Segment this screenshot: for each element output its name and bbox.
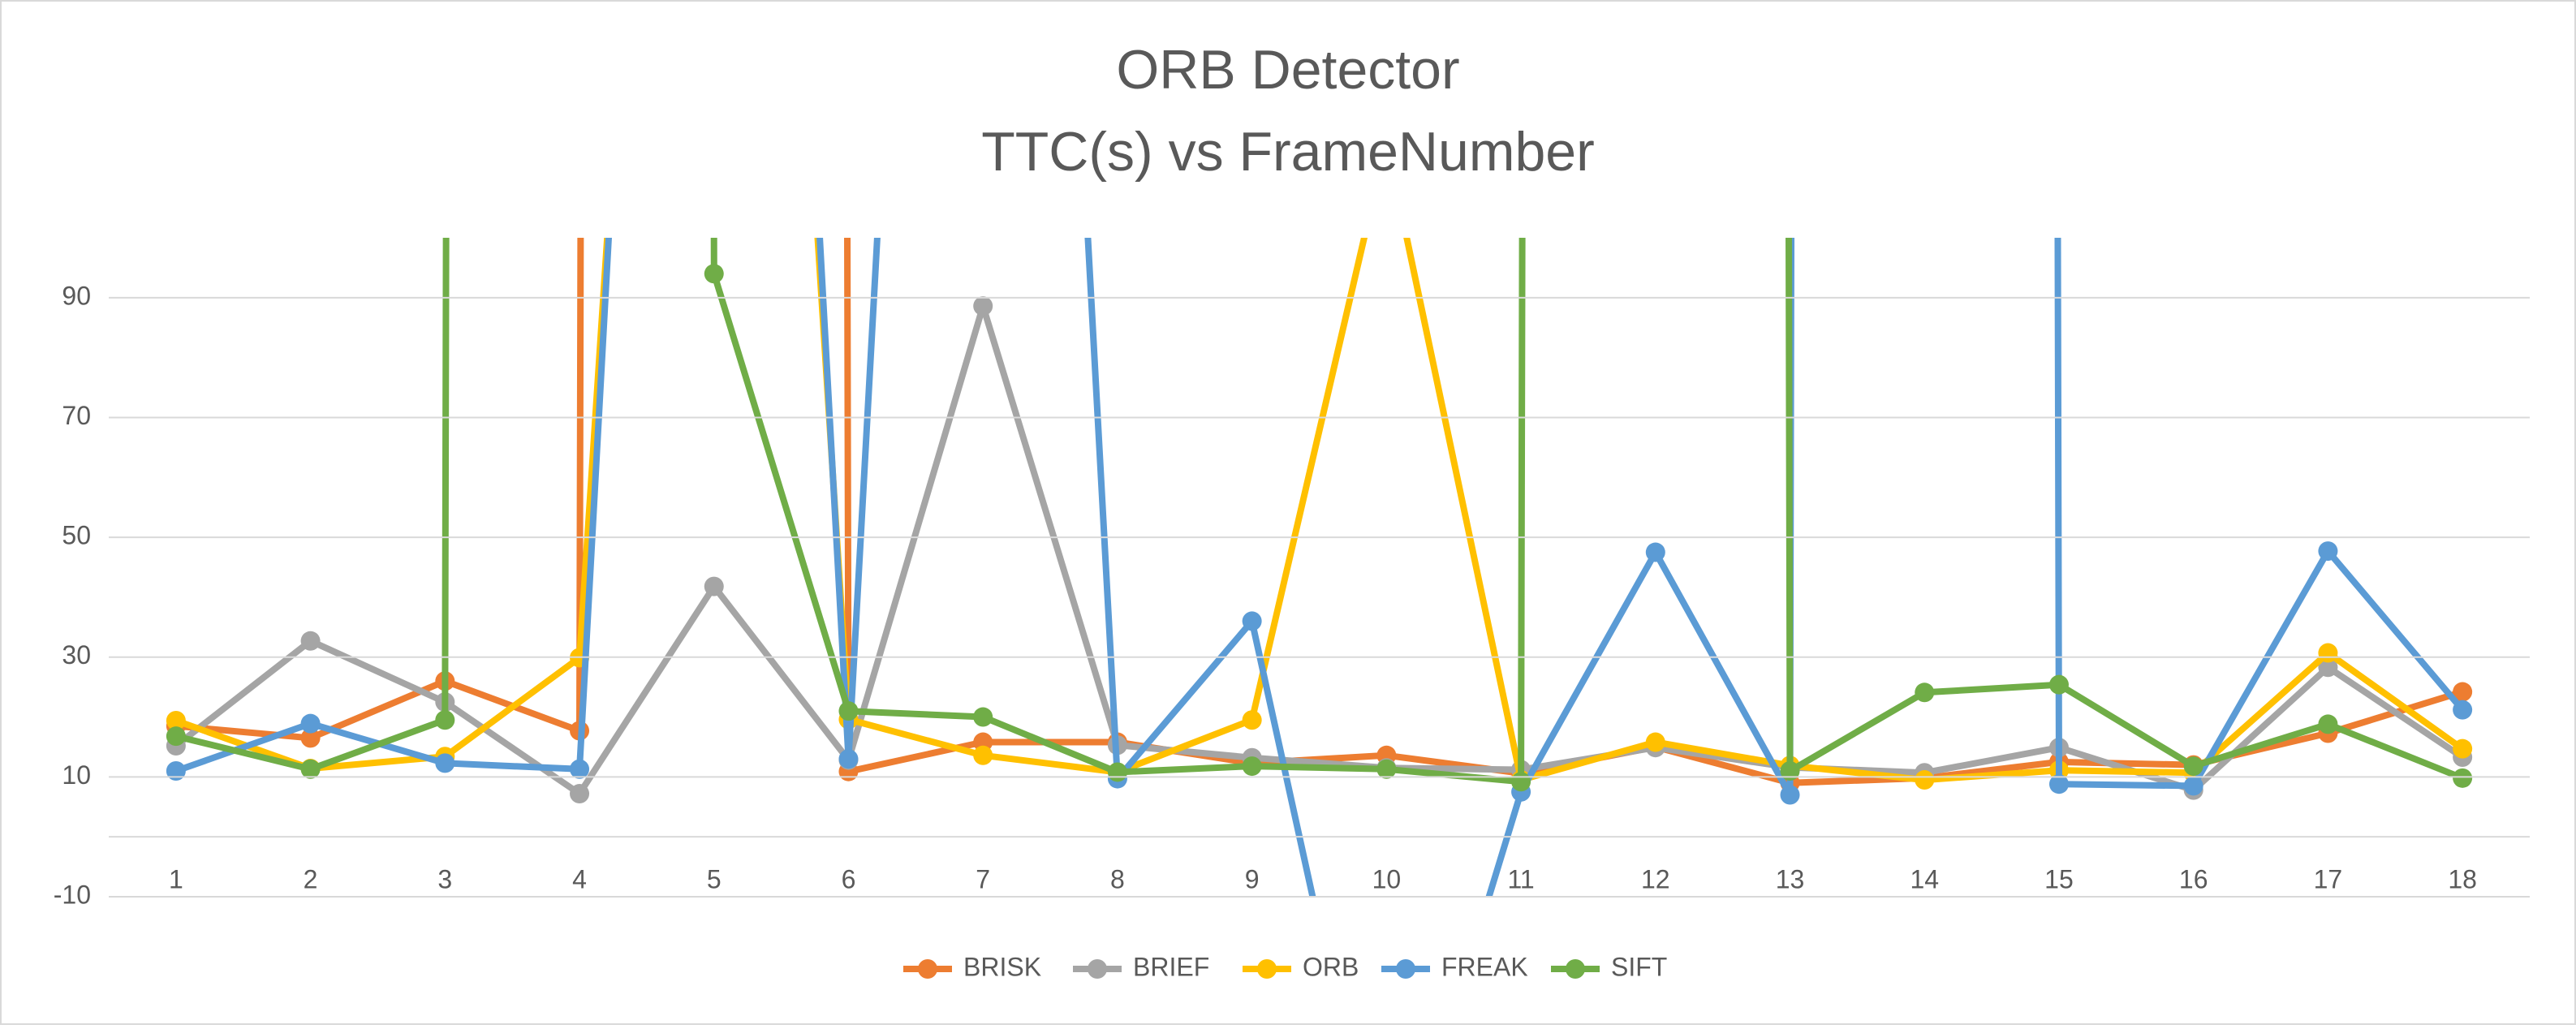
data-point — [2048, 774, 2069, 794]
data-point — [166, 760, 186, 781]
data-point — [2048, 674, 2069, 695]
chart-title: ORB Detector — [1116, 39, 1459, 101]
data-point — [1915, 682, 1935, 703]
data-point — [1780, 760, 1800, 781]
x-tick-label: 4 — [572, 865, 587, 894]
series-line — [174, 238, 2466, 897]
x-tick-label: 16 — [2179, 865, 2208, 894]
data-point — [1915, 770, 1935, 790]
legend-item: ORB — [1243, 952, 1359, 981]
data-point — [2453, 682, 2473, 702]
legend-item: SIFT — [1551, 952, 1667, 981]
x-tick-label: 7 — [976, 865, 990, 894]
x-tick-label: 12 — [1641, 865, 1670, 894]
data-point — [973, 707, 993, 727]
data-point — [435, 753, 455, 773]
data-point — [838, 701, 859, 721]
x-tick-label: 8 — [1110, 865, 1125, 894]
data-point — [2183, 756, 2203, 777]
legend-marker — [1088, 959, 1107, 979]
legend-item: BRISK — [903, 952, 1041, 981]
data-point — [1780, 785, 1800, 805]
legend-marker — [918, 959, 937, 979]
data-point — [2453, 768, 2473, 788]
data-point — [2183, 776, 2203, 796]
data-point — [166, 710, 186, 730]
data-point — [838, 749, 859, 769]
chart-subtitle: TTC(s) vs FrameNumber — [981, 121, 1595, 183]
data-point — [2453, 700, 2473, 720]
data-point — [973, 745, 993, 765]
x-tick-label: 10 — [1372, 865, 1402, 894]
x-tick-label: 5 — [707, 865, 722, 894]
y-tick-label: 50 — [62, 521, 91, 550]
data-point — [2453, 738, 2473, 759]
x-tick-label: 6 — [842, 865, 856, 894]
series-line — [174, 238, 2465, 784]
x-tick-label: 9 — [1245, 865, 1260, 894]
legend-label: BRIEF — [1133, 952, 1209, 981]
y-tick-label: 70 — [62, 401, 91, 430]
data-point — [1242, 611, 1262, 631]
y-tick-label: 30 — [62, 640, 91, 669]
legend-label: SIFT — [1611, 952, 1667, 981]
data-point — [1376, 759, 1397, 779]
data-point — [704, 576, 724, 596]
y-tick-label: 10 — [62, 760, 91, 790]
x-tick-label: 1 — [169, 865, 183, 894]
data-point — [1645, 542, 1665, 562]
data-point — [570, 759, 590, 779]
legend-marker — [1566, 959, 1585, 979]
data-point — [2318, 657, 2338, 678]
x-tick-label: 11 — [1507, 865, 1534, 894]
series-line — [174, 303, 2465, 797]
data-point — [1645, 732, 1665, 752]
y-tick-label: 90 — [62, 281, 91, 310]
legend-label: FREAK — [1441, 952, 1528, 981]
data-point — [1511, 772, 1531, 792]
series-line — [174, 238, 2464, 786]
data-point — [1242, 756, 1262, 777]
data-point — [435, 710, 455, 730]
legend-marker — [1257, 959, 1277, 979]
x-tick-label: 13 — [1776, 865, 1805, 894]
legend-label: BRISK — [963, 952, 1041, 981]
data-point — [2318, 541, 2338, 562]
data-point — [1107, 762, 1127, 782]
data-point — [2318, 643, 2338, 663]
data-point — [300, 713, 321, 734]
legend-label: ORB — [1303, 952, 1359, 981]
data-point — [1242, 710, 1262, 730]
data-point — [166, 726, 186, 747]
data-point — [973, 296, 993, 316]
data-point — [704, 264, 724, 284]
legend-marker — [1396, 959, 1415, 979]
x-tick-label: 14 — [1910, 865, 1939, 894]
data-point — [300, 631, 321, 651]
series-line — [175, 238, 2464, 786]
x-tick-label: 2 — [304, 865, 318, 894]
plot-area — [166, 238, 2473, 897]
x-tick-label: 15 — [2044, 865, 2074, 894]
data-point — [300, 728, 321, 748]
data-point — [2318, 714, 2338, 734]
legend-item: FREAK — [1381, 952, 1528, 981]
x-tick-label: 17 — [2314, 865, 2343, 894]
legend-item: BRIEF — [1073, 952, 1209, 981]
y-tick-label: -10 — [54, 880, 91, 909]
x-tick-label: 3 — [437, 865, 452, 894]
x-tick-label: 18 — [2448, 865, 2477, 894]
data-point — [300, 759, 321, 779]
data-point — [570, 784, 590, 804]
